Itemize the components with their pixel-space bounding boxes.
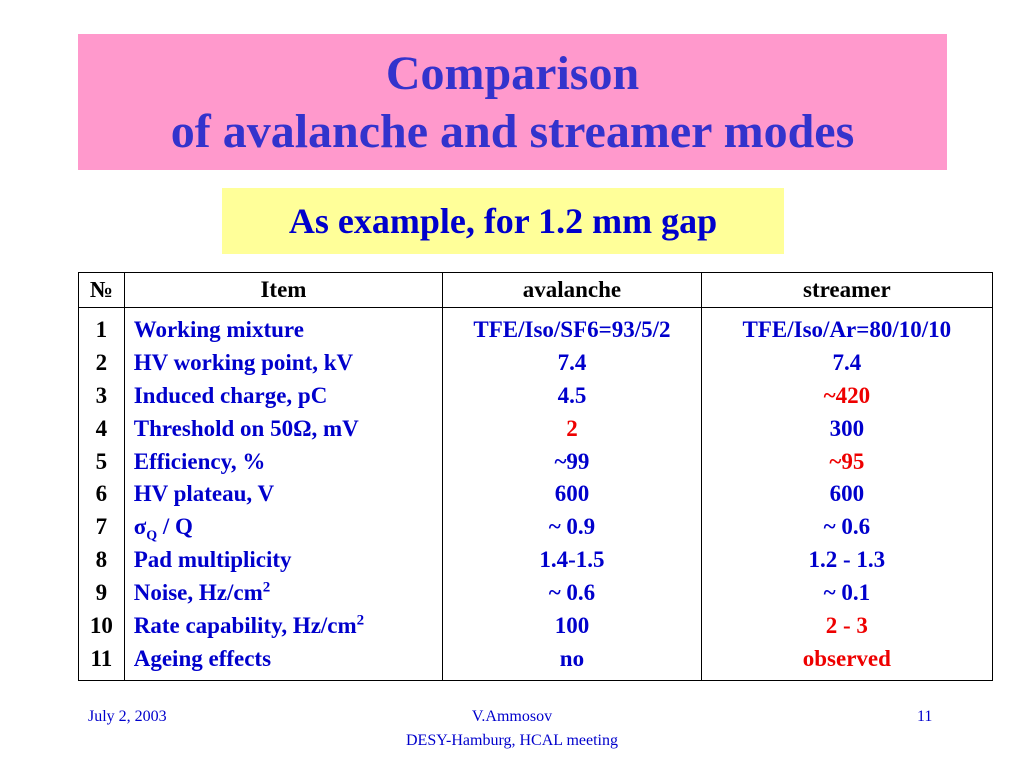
row-number: 6 xyxy=(95,481,108,507)
row-streamer-value: observed xyxy=(802,645,891,671)
row-number: 3 xyxy=(95,382,108,408)
item-label-text: Rate capability, Hz/cm xyxy=(133,613,357,639)
row-item-label: HV plateau, V xyxy=(134,478,442,511)
row-avalanche-value: 7.4 xyxy=(557,349,587,375)
item-label-rest: / Q xyxy=(157,514,193,540)
row-streamer-value: ~ 0.1 xyxy=(823,580,871,606)
comparison-table: № Item avalanche streamer 1 2 3 4 5 6 7 8 9 10 11 … xyxy=(78,272,994,681)
row-number: 4 xyxy=(95,415,108,441)
row-item-label: Rate capability, Hz/cm2 xyxy=(134,610,442,643)
avalanche-column: TFE/Iso/SF6=93/5/2 7.4 4.5 2 ~99 600 ~ 0.9 1.4-… xyxy=(442,307,702,681)
footer-author: V.Ammosov xyxy=(471,708,553,725)
item-label-text: Threshold on 50Ω, mV xyxy=(133,415,359,441)
row-streamer-value: TFE/Iso/Ar=80/10/10 xyxy=(742,317,952,342)
row-item-label: Efficiency, % xyxy=(134,446,442,479)
row-avalanche-value: 100 xyxy=(554,613,590,639)
row-streamer-value: 300 xyxy=(829,415,865,441)
row-item-label: Pad multiplicity xyxy=(134,544,442,577)
row-number: 1 xyxy=(95,317,108,342)
row-item-label: Threshold on 50Ω, mV xyxy=(134,413,442,446)
row-item-label: Working mixture xyxy=(134,314,442,347)
row-streamer-value: 600 xyxy=(829,481,865,507)
row-avalanche-value: ~ 0.6 xyxy=(548,580,596,606)
row-avalanche-value: no xyxy=(559,645,585,671)
item-label-text: Pad multiplicity xyxy=(133,547,292,573)
item-label-text: HV working point, kV xyxy=(133,349,354,375)
item-superscript: 2 xyxy=(356,612,365,629)
title-line-2: of avalanche and streamer modes xyxy=(170,105,855,158)
streamer-column: TFE/Iso/Ar=80/10/10 7.4 ~420 300 ~95 600 ~ 0.6… xyxy=(700,307,994,681)
row-number: 11 xyxy=(90,645,113,671)
row-number: 9 xyxy=(95,580,108,606)
row-avalanche-value: TFE/Iso/SF6=93/5/2 xyxy=(473,317,671,342)
row-item-label: HV working point, kV xyxy=(134,347,442,380)
item-label-text: Working mixture xyxy=(133,317,304,342)
footer-page-number: 11 xyxy=(917,708,933,725)
row-avalanche-value: 2 xyxy=(566,415,578,441)
title-banner: Comparison of avalanche and streamer mod… xyxy=(78,34,947,170)
row-avalanche-value: 600 xyxy=(554,481,590,507)
row-streamer-value: ~ 0.6 xyxy=(823,514,871,540)
item-superscript: 2 xyxy=(262,579,271,596)
item-label-text: Induced charge, pC xyxy=(133,382,328,408)
row-streamer-value: 2 - 3 xyxy=(825,613,868,639)
title-line-1: Comparison xyxy=(385,47,640,100)
row-item-label: Induced charge, pC xyxy=(134,380,442,413)
subtitle-banner: As example, for 1.2 mm gap xyxy=(222,188,784,254)
row-number: 10 xyxy=(89,613,113,639)
row-item-label: σQ / Q xyxy=(134,511,442,544)
item-label-text: Noise, Hz/cm xyxy=(133,580,263,606)
row-streamer-value: ~420 xyxy=(823,382,871,408)
row-avalanche-value: 1.4-1.5 xyxy=(539,547,605,573)
item-label-text: Efficiency, % xyxy=(133,448,266,474)
sigma-symbol: σ xyxy=(133,514,147,540)
header-streamer: streamer xyxy=(700,272,994,308)
row-streamer-value: ~95 xyxy=(829,448,865,474)
row-item-label: Noise, Hz/cm2 xyxy=(134,577,442,610)
row-number: 7 xyxy=(95,514,108,540)
item-column: Working mixture HV working point, kV Induc… xyxy=(123,307,444,681)
row-item-label: Ageing effects xyxy=(134,643,442,676)
header-item: Item xyxy=(123,272,444,308)
row-avalanche-value: 4.5 xyxy=(557,382,587,408)
header-avalanche: avalanche xyxy=(442,272,702,308)
row-avalanche-value: ~99 xyxy=(554,448,590,474)
footer-event: DESY-Hamburg, HCAL meeting xyxy=(406,732,618,749)
header-number: № xyxy=(78,272,125,308)
footer-date: July 2, 2003 xyxy=(88,708,167,725)
row-streamer-value: 7.4 xyxy=(832,349,862,375)
row-streamer-value: 1.2 - 1.3 xyxy=(808,547,886,573)
table-body-row: 1 2 3 4 5 6 7 8 9 10 11 Working mixture HV working … xyxy=(78,307,994,681)
row-number: 8 xyxy=(95,547,108,573)
item-label-text: HV plateau, V xyxy=(133,481,275,507)
sigma-subscript: Q xyxy=(146,528,158,544)
row-number: 5 xyxy=(95,448,108,474)
row-avalanche-value: ~ 0.9 xyxy=(548,514,596,540)
item-label-text: Ageing effects xyxy=(133,645,272,671)
table-header-row: № Item avalanche streamer xyxy=(78,272,994,308)
number-column: 1 2 3 4 5 6 7 8 9 10 11 xyxy=(78,307,125,681)
row-number: 2 xyxy=(95,349,108,375)
